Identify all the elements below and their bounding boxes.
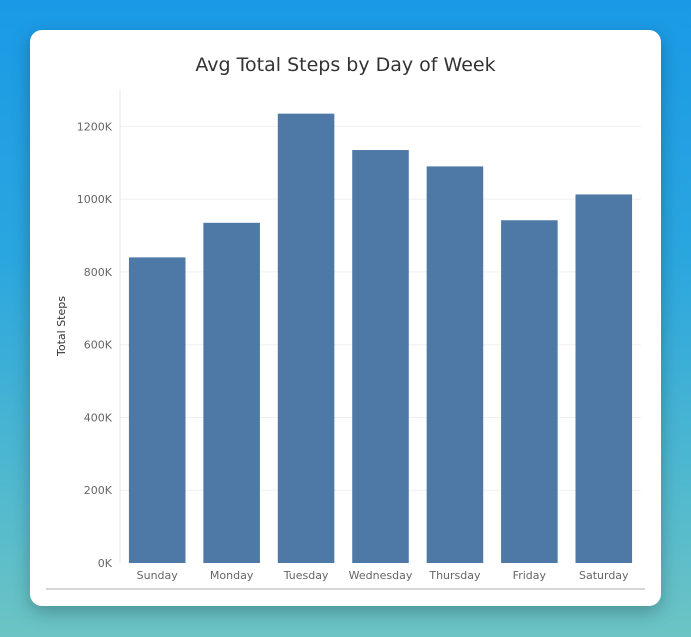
y-tick-label: 400K bbox=[84, 411, 113, 424]
bars bbox=[128, 113, 633, 564]
bar-chart: 0K 200K 400K 600K 800K 1000K 1200K Sunday Monda… bbox=[46, 90, 645, 590]
y-tick-label: 1000K bbox=[77, 193, 113, 206]
x-tick-label: Sunday bbox=[137, 569, 179, 582]
chart-card: Avg Total Steps by Day of Week 0K 200K 400… bbox=[30, 30, 661, 606]
y-tick-label: 200K bbox=[84, 484, 113, 497]
bar-friday[interactable] bbox=[501, 220, 558, 563]
x-tick-label: Tuesday bbox=[283, 569, 329, 582]
y-tick-label: 1200K bbox=[77, 120, 113, 133]
y-ticks: 0K 200K 400K 600K 800K 1000K 1200K bbox=[77, 120, 113, 570]
x-tick-label: Saturday bbox=[579, 569, 629, 582]
x-tick-label: Thursday bbox=[428, 569, 481, 582]
bar-saturday[interactable] bbox=[575, 194, 633, 564]
x-tick-label: Wednesday bbox=[349, 569, 413, 582]
chart-title: Avg Total Steps by Day of Week bbox=[195, 54, 496, 76]
bar-wednesday[interactable] bbox=[352, 150, 409, 563]
y-tick-label: 800K bbox=[84, 266, 113, 279]
bar-sunday[interactable] bbox=[128, 257, 186, 563]
bar-monday[interactable] bbox=[203, 222, 260, 564]
bar-thursday[interactable] bbox=[426, 166, 484, 563]
x-tick-label: Friday bbox=[513, 569, 547, 582]
y-tick-label: 600K bbox=[84, 339, 113, 352]
bar-tuesday[interactable] bbox=[277, 113, 335, 564]
x-ticks: Sunday Monday Tuesday Wednesday Thursday Frid… bbox=[137, 569, 629, 582]
x-tick-label: Monday bbox=[210, 569, 254, 582]
y-tick-label: 0K bbox=[98, 557, 113, 570]
y-axis-label: Total Steps bbox=[55, 296, 68, 357]
